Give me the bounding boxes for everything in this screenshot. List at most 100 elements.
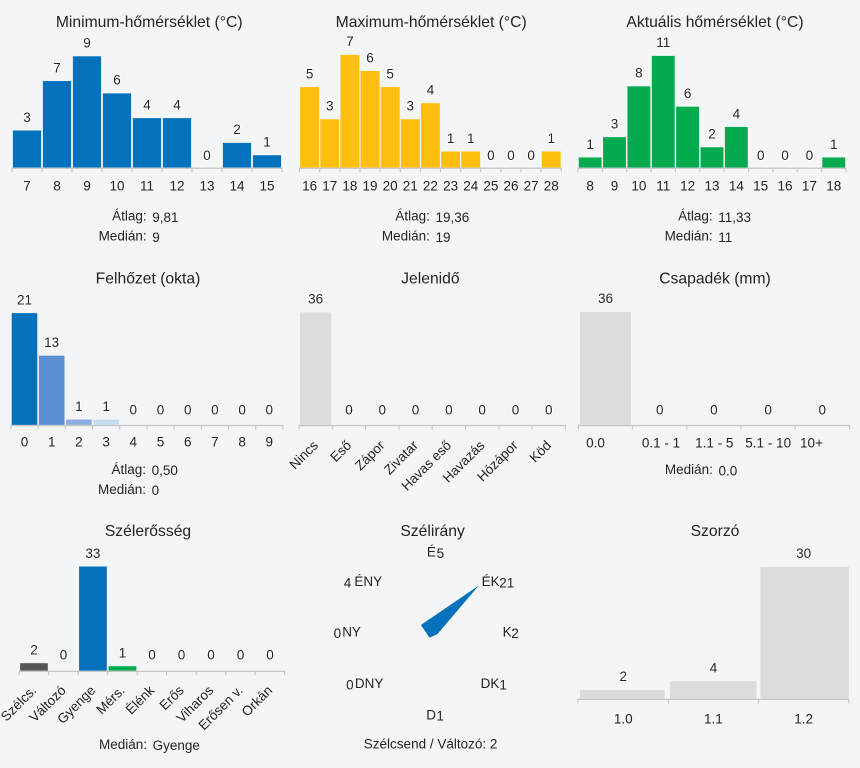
svg-text:0: 0 <box>148 647 156 662</box>
svg-text:É: É <box>427 545 436 560</box>
svg-text:3: 3 <box>102 435 110 450</box>
svg-text:7: 7 <box>346 34 354 49</box>
svg-text:0: 0 <box>152 483 160 498</box>
svg-text:0: 0 <box>334 626 342 641</box>
svg-text:10: 10 <box>109 179 124 194</box>
svg-text:0: 0 <box>345 403 353 418</box>
svg-text:21: 21 <box>403 179 418 194</box>
svg-text:1: 1 <box>447 131 455 146</box>
svg-text:36: 36 <box>598 291 613 306</box>
svg-text:9: 9 <box>83 179 91 194</box>
svg-text:19,36: 19,36 <box>436 210 470 225</box>
svg-text:3: 3 <box>611 116 619 131</box>
svg-text:Eső: Eső <box>327 438 354 465</box>
svg-text:Átlag:: Átlag: <box>112 209 147 224</box>
svg-text:D: D <box>426 707 436 722</box>
svg-text:4: 4 <box>173 97 181 112</box>
svg-text:13: 13 <box>704 179 719 194</box>
svg-text:Átlag:: Átlag: <box>678 209 713 224</box>
svg-text:Jelenidő: Jelenidő <box>401 270 460 287</box>
svg-text:7: 7 <box>23 179 31 194</box>
svg-text:0: 0 <box>710 403 718 418</box>
svg-text:Szélerősség: Szélerősség <box>105 523 191 540</box>
svg-text:0: 0 <box>207 647 215 662</box>
svg-text:1.2: 1.2 <box>794 711 813 726</box>
svg-text:0: 0 <box>656 403 664 418</box>
svg-text:15: 15 <box>259 179 274 194</box>
svg-text:5: 5 <box>306 66 314 81</box>
svg-text:16: 16 <box>778 179 793 194</box>
svg-text:6: 6 <box>366 50 374 65</box>
svg-text:0: 0 <box>527 148 535 163</box>
svg-text:Medián:: Medián: <box>99 229 147 244</box>
svg-text:0: 0 <box>478 403 486 418</box>
svg-text:4: 4 <box>733 106 741 121</box>
svg-text:17: 17 <box>802 179 817 194</box>
svg-text:Felhőzet (okta): Felhőzet (okta) <box>96 270 201 287</box>
svg-text:1: 1 <box>75 399 83 414</box>
svg-text:27: 27 <box>524 179 539 194</box>
svg-text:Mérs.: Mérs. <box>93 683 127 717</box>
svg-text:14: 14 <box>229 179 245 194</box>
svg-text:5.1 - 10: 5.1 - 10 <box>745 436 791 451</box>
svg-text:0: 0 <box>412 403 420 418</box>
svg-text:19: 19 <box>363 179 378 194</box>
svg-text:8: 8 <box>635 66 643 81</box>
svg-text:21: 21 <box>499 575 514 590</box>
svg-text:1: 1 <box>547 131 555 146</box>
svg-text:1: 1 <box>436 709 444 724</box>
svg-text:0.0: 0.0 <box>586 436 605 451</box>
svg-text:33: 33 <box>85 546 100 561</box>
svg-text:0: 0 <box>545 403 553 418</box>
svg-text:0: 0 <box>21 435 29 450</box>
svg-text:17: 17 <box>322 179 337 194</box>
svg-text:Köd: Köd <box>526 438 554 466</box>
svg-text:24: 24 <box>463 179 479 194</box>
svg-text:Medián:: Medián: <box>99 737 147 752</box>
svg-text:Nincs: Nincs <box>286 438 321 473</box>
svg-text:0: 0 <box>130 403 138 418</box>
svg-text:6: 6 <box>184 435 192 450</box>
svg-text:20: 20 <box>383 179 398 194</box>
svg-text:12: 12 <box>169 179 184 194</box>
svg-text:0: 0 <box>512 403 520 418</box>
svg-text:Szorzó: Szorzó <box>691 523 740 540</box>
svg-text:4: 4 <box>427 83 435 98</box>
svg-text:Minimum-hőmérséklet (°C): Minimum-hőmérséklet (°C) <box>56 14 243 31</box>
svg-text:0: 0 <box>184 403 192 418</box>
svg-text:1.0: 1.0 <box>614 711 633 726</box>
svg-text:1: 1 <box>499 678 507 693</box>
svg-text:9: 9 <box>611 179 619 194</box>
svg-text:4: 4 <box>344 575 352 590</box>
svg-text:11: 11 <box>656 35 670 50</box>
svg-text:11,33: 11,33 <box>718 210 751 225</box>
svg-text:6: 6 <box>684 86 692 101</box>
svg-text:1: 1 <box>48 435 56 450</box>
svg-text:0: 0 <box>757 148 765 163</box>
svg-text:8: 8 <box>53 179 61 194</box>
svg-text:Gyenge: Gyenge <box>153 738 200 753</box>
svg-text:ÉK: ÉK <box>482 574 500 589</box>
svg-text:23: 23 <box>443 179 458 194</box>
svg-text:30: 30 <box>796 546 811 561</box>
svg-text:21: 21 <box>17 292 32 307</box>
svg-text:Aktuális hőmérséklet (°C): Aktuális hőmérséklet (°C) <box>626 14 803 31</box>
svg-text:Szélirány: Szélirány <box>400 523 465 540</box>
svg-text:0: 0 <box>211 403 219 418</box>
svg-text:36: 36 <box>308 292 323 307</box>
svg-text:25: 25 <box>483 179 498 194</box>
svg-text:NY: NY <box>342 625 361 640</box>
svg-text:2: 2 <box>30 643 38 658</box>
svg-text:Maximum-hőmérséklet (°C): Maximum-hőmérséklet (°C) <box>336 14 527 31</box>
svg-text:11: 11 <box>718 230 732 245</box>
svg-text:Átlag:: Átlag: <box>395 209 430 224</box>
svg-text:Élénk: Élénk <box>123 683 158 718</box>
svg-text:2: 2 <box>619 669 627 684</box>
svg-text:5: 5 <box>157 435 165 450</box>
svg-text:Csapadék (mm): Csapadék (mm) <box>659 270 771 287</box>
svg-text:2: 2 <box>233 122 241 137</box>
svg-text:16: 16 <box>302 179 317 194</box>
svg-text:Medián:: Medián: <box>382 229 430 244</box>
svg-text:Átlag:: Átlag: <box>111 462 146 477</box>
svg-text:8: 8 <box>586 179 594 194</box>
